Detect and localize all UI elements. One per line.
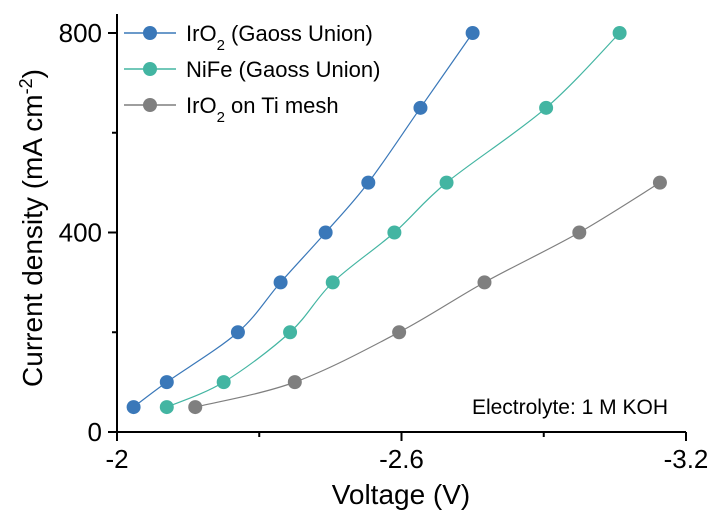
data-point	[318, 225, 333, 240]
data-point	[283, 325, 298, 340]
data-point	[477, 275, 492, 290]
data-point	[273, 275, 288, 290]
series-layer	[126, 26, 667, 415]
legend-item: NiFe (Gaoss Union)	[124, 57, 380, 82]
data-point	[325, 275, 340, 290]
series-2	[159, 26, 627, 415]
x-tick-label: -2	[105, 444, 128, 474]
data-point	[159, 400, 174, 415]
legend-item: IrO2 on Ti mesh	[124, 93, 339, 126]
series-line	[166, 32, 621, 408]
x-tick-label: -3.2	[664, 444, 709, 474]
y-axis-title-main: Current density (mA cm	[17, 94, 48, 387]
data-point	[539, 100, 554, 115]
x-ticks: -2 -2.6 -3.2	[105, 432, 708, 474]
data-point	[216, 375, 231, 390]
y-axis-title-sup: -2	[16, 78, 36, 94]
data-point	[230, 325, 245, 340]
x-axis-title: Voltage (V)	[332, 479, 471, 510]
data-point	[612, 26, 627, 40]
y-tick-label: 800	[59, 18, 102, 48]
legend-label: NiFe (Gaoss Union)	[186, 57, 380, 82]
data-point	[188, 400, 203, 415]
y-tick-label: 400	[59, 218, 102, 248]
data-point	[652, 175, 667, 190]
legend-item: IrO2 (Gaoss Union)	[124, 21, 373, 54]
data-point	[413, 100, 428, 115]
legend-marker	[143, 98, 157, 112]
series-line	[133, 32, 474, 408]
data-point	[572, 225, 587, 240]
data-point	[439, 175, 454, 190]
data-point	[392, 325, 407, 340]
electrolyte-annotation: Electrolyte: 1 M KOH	[472, 396, 668, 419]
data-point	[361, 175, 376, 190]
data-point	[159, 375, 174, 390]
series-1	[126, 26, 480, 415]
y-axis-title-close: )	[17, 69, 48, 78]
y-axis-title: Current density (mA cm-2)	[16, 69, 48, 387]
legend-label: IrO2 on Ti mesh	[186, 93, 339, 126]
y-ticks: 0 400 800	[59, 18, 117, 447]
legend-label: IrO2 (Gaoss Union)	[186, 21, 373, 54]
data-point	[287, 375, 302, 390]
data-point	[387, 225, 402, 240]
series-line	[195, 182, 661, 408]
legend-marker	[143, 26, 157, 40]
data-point	[126, 400, 141, 415]
x-tick-label: -2.6	[379, 444, 424, 474]
series-3	[188, 175, 667, 415]
data-point	[465, 26, 480, 40]
legend: IrO2 (Gaoss Union) NiFe (Gaoss Union) IrO2…	[124, 21, 380, 126]
y-tick-label: 0	[88, 417, 102, 447]
legend-marker	[143, 62, 157, 76]
